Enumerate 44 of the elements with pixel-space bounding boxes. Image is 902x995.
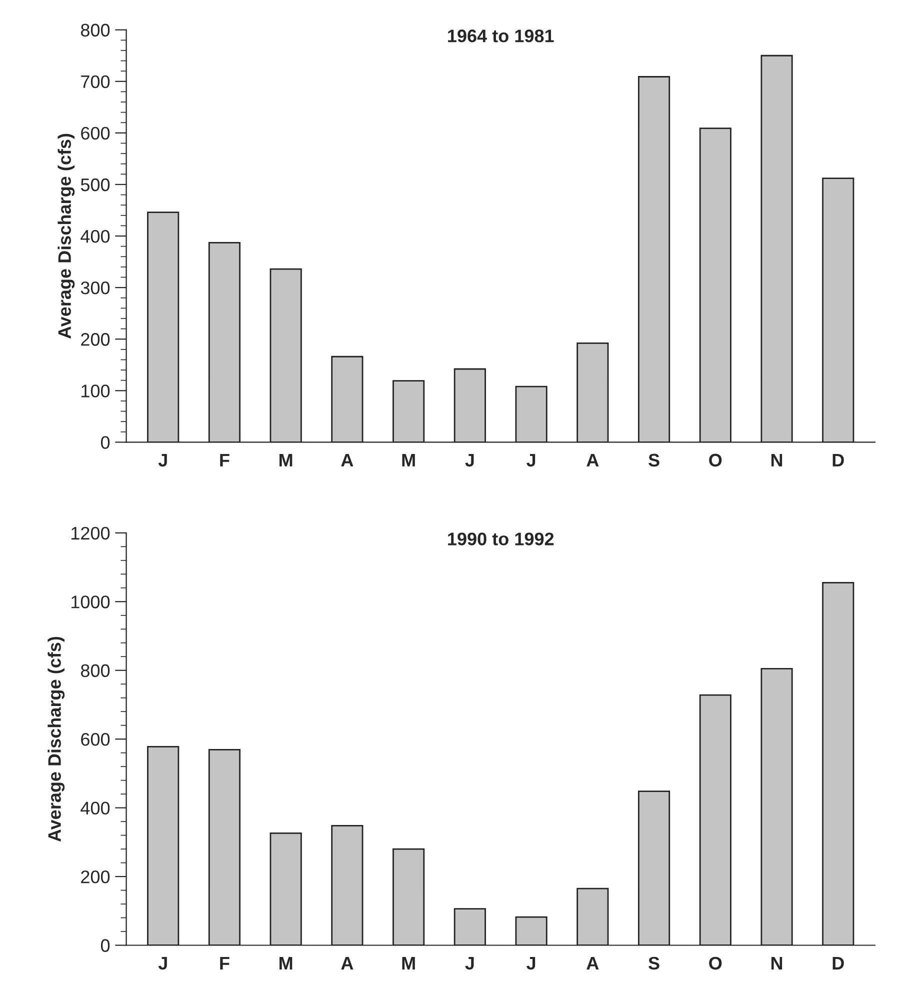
- y-tick-label: 700: [81, 75, 110, 88]
- x-tick-label: M: [280, 454, 292, 466]
- y-tick-label: 1000: [72, 596, 110, 608]
- x-tick-label: D: [832, 957, 844, 970]
- y-tick-label: 1200: [72, 526, 110, 540]
- y-tick-label: 600: [81, 733, 110, 746]
- x-tick-label: J: [465, 454, 474, 467]
- x-tick-label: F: [220, 957, 230, 970]
- y-tick-label: 800: [80, 24, 110, 37]
- y-tick-label: 200: [81, 870, 110, 884]
- x-tick-label: S: [648, 956, 660, 970]
- x-tick-label: J: [158, 957, 167, 970]
- x-tick-label: A: [341, 957, 354, 970]
- y-tick-label: 0: [100, 436, 110, 449]
- x-tick-label: F: [220, 454, 230, 466]
- x-tick-label: M: [280, 957, 292, 970]
- y-tick-label: 0: [100, 939, 110, 952]
- y-tick-label: 400: [80, 802, 110, 815]
- x-tick-label: O: [709, 956, 722, 970]
- x-tick-label: M: [402, 957, 415, 970]
- x-tick-label: A: [341, 454, 354, 466]
- y-axis-title: Average Discharge (cfs): [48, 636, 65, 842]
- y-tick-label: 500: [80, 178, 110, 192]
- chart-title: 1964 to 1981: [448, 30, 554, 42]
- x-tick-label: J: [526, 454, 536, 467]
- x-tick-label: J: [158, 454, 167, 467]
- x-tick-label: O: [709, 454, 722, 467]
- y-tick-label: 300: [80, 282, 110, 294]
- y-tick-label: 800: [80, 664, 110, 678]
- x-tick-label: J: [526, 957, 536, 970]
- x-tick-label: A: [586, 957, 599, 970]
- x-tick-label: N: [771, 454, 782, 466]
- x-tick-label: M: [402, 454, 415, 466]
- y-tick-label: 100: [82, 384, 110, 398]
- x-tick-label: S: [648, 454, 660, 467]
- x-tick-label: J: [465, 957, 474, 970]
- x-tick-label: D: [832, 454, 844, 466]
- chart-title: 1990 to 1992: [448, 532, 554, 546]
- x-tick-label: N: [771, 957, 782, 970]
- y-tick-label: 400: [80, 230, 110, 243]
- y-axis-title: Average Discharge (cfs): [58, 134, 75, 339]
- y-tick-label: 200: [81, 333, 110, 346]
- x-tick-label: A: [586, 454, 599, 466]
- y-tick-label: 600: [81, 126, 110, 140]
